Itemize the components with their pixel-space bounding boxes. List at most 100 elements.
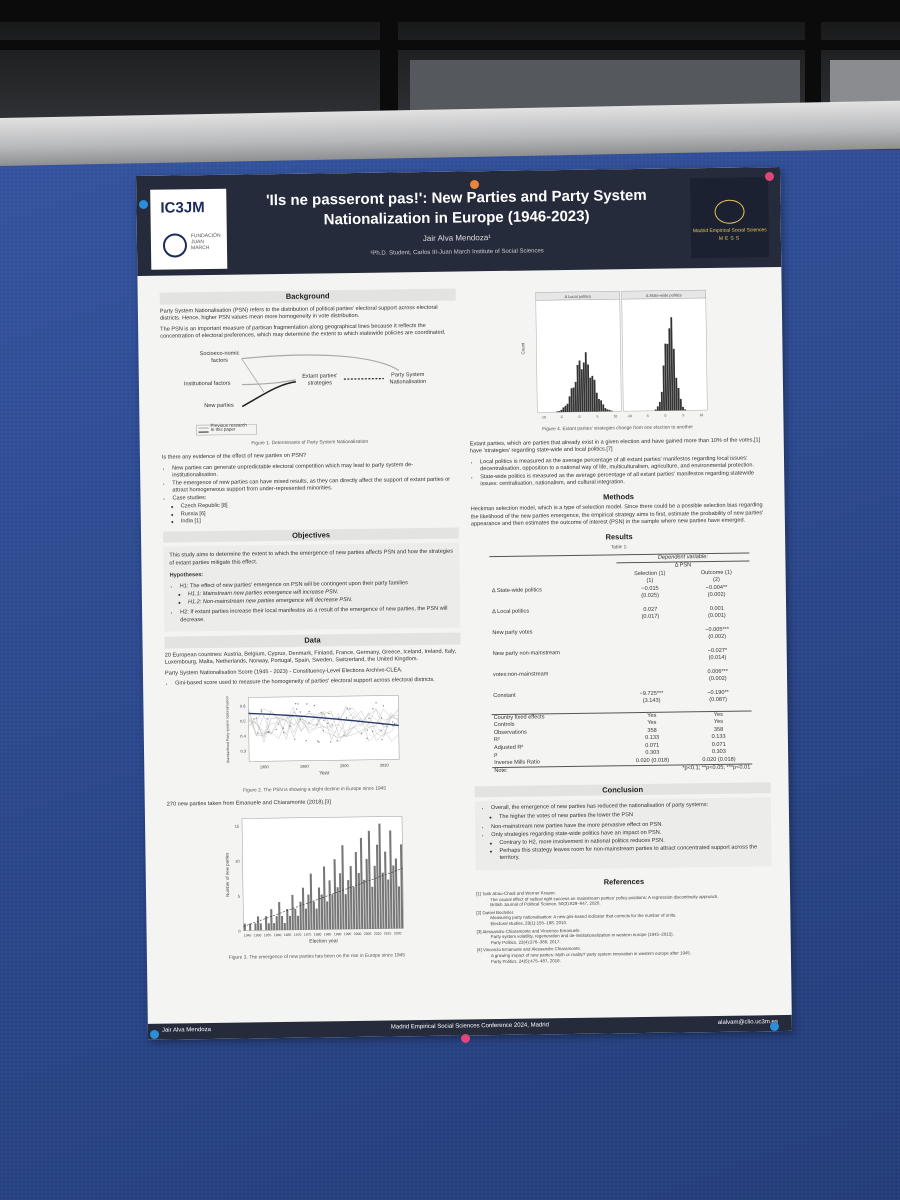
references-list: [1] Tarik Abou-Chadi and Werner Krause. … xyxy=(476,887,773,964)
y-tick-label: 0.3 xyxy=(240,748,246,753)
plot-area xyxy=(241,815,404,931)
data-point xyxy=(382,704,385,706)
histogram-bar xyxy=(668,328,672,411)
logo-text: IC3JM xyxy=(160,199,205,217)
bar xyxy=(273,922,276,930)
x-tick-label: 1945 xyxy=(244,933,252,937)
case-studies-label: Case studies: xyxy=(172,494,207,502)
y-tick-label: 15 xyxy=(235,823,240,828)
diagram-socioeconomic: Socioeco-nomic factors xyxy=(199,350,240,364)
x-tick-label: 1970 xyxy=(294,932,302,936)
data-point xyxy=(380,729,382,731)
x-tick-label: 2000 xyxy=(340,763,350,768)
data-point xyxy=(380,717,383,719)
bar xyxy=(299,901,302,930)
bar xyxy=(349,865,353,929)
data-point xyxy=(295,707,298,710)
conclusion-1-sub: The higher the votes of new parties the … xyxy=(491,810,765,821)
h1-sublist: H1.1: Mainstream new parties emergence w… xyxy=(180,588,454,607)
histogram-bar xyxy=(558,411,561,413)
data-point xyxy=(267,730,270,732)
country-line xyxy=(248,707,399,738)
outcome-se: (0.002) xyxy=(707,591,726,599)
bar xyxy=(312,901,316,930)
mess-emblem-icon xyxy=(714,199,745,224)
figure-4-caption: Figure 4. Extant parties' strategies cha… xyxy=(542,425,693,433)
x-tick-label: 2020 xyxy=(394,931,402,935)
bar xyxy=(375,844,380,929)
bar xyxy=(347,879,350,929)
bar xyxy=(254,922,257,930)
bar xyxy=(341,844,345,929)
data-point xyxy=(260,708,262,711)
data-point xyxy=(360,732,363,734)
pushpin-pink-icon xyxy=(765,172,774,181)
objectives-box: This study aims to determine the extent … xyxy=(163,542,461,632)
data-point xyxy=(327,722,329,724)
histogram-bar xyxy=(595,392,598,412)
note-label: Note: xyxy=(492,765,620,776)
bar xyxy=(339,872,342,929)
histogram-bar xyxy=(610,410,613,412)
ic3jm-logo: IC3JM FUNDACIÓN JUAN MARCH xyxy=(150,188,228,270)
bar xyxy=(371,886,374,929)
selection-se: (3.143) xyxy=(642,697,661,704)
methods-text: Heckman selection model, which is a type… xyxy=(470,502,764,528)
histogram-bar xyxy=(662,365,666,411)
data-point xyxy=(275,728,278,730)
x-tick-label: 1960 xyxy=(260,764,270,769)
bar xyxy=(331,893,334,929)
histogram-bar xyxy=(608,409,611,412)
country-line xyxy=(248,715,399,743)
mess-logo: Madrid Empirical Social Sciences MESS xyxy=(690,177,770,259)
histogram-bar xyxy=(602,404,605,412)
data-point xyxy=(328,712,330,714)
data-heading: Data xyxy=(164,632,461,649)
bar xyxy=(296,915,300,930)
author: Jair Alva Mendoza¹ xyxy=(422,233,491,244)
objectives-heading: Objectives xyxy=(162,527,460,543)
histogram-bar xyxy=(598,398,601,412)
diagram-strategies: Extant parties' strategies xyxy=(302,372,338,387)
background-p1: Party System Nationalisation (PSN) refer… xyxy=(159,304,438,322)
strategy-bullets: Local politics is measured as the averag… xyxy=(470,455,766,489)
x-tick-label: 2020 xyxy=(380,762,390,767)
bar xyxy=(270,908,273,930)
extant-parties-text: Extant parties, which are parties that a… xyxy=(469,436,761,455)
histogram-bar xyxy=(570,388,573,412)
histogram-bar xyxy=(660,391,663,411)
outcome-se: (0.002) xyxy=(708,633,727,641)
results-heading: Results xyxy=(605,531,633,541)
x-tick-label: 0 xyxy=(664,414,666,418)
figure-3-chart: 0 5 10 15 1945 1950 1955 1960 1965 1970 1975 1980 19… xyxy=(220,810,412,951)
data-point xyxy=(346,707,348,709)
pushpin-blue-icon xyxy=(139,200,148,209)
bar xyxy=(304,908,308,930)
figure-4-chart: Δ Local politics -10 -5 0 5 10 Δ State-wide po… xyxy=(516,280,718,423)
x-tick-label: 1980 xyxy=(314,932,322,936)
bar xyxy=(394,857,398,928)
x-tick-label: 1980 xyxy=(300,763,310,768)
selection-se xyxy=(618,676,685,684)
figure-1-diagram: Socioeco-nomic factors Institutional fac… xyxy=(183,341,434,436)
data-point xyxy=(297,702,299,705)
bar xyxy=(320,893,324,929)
histogram-bar xyxy=(584,352,588,412)
data-point xyxy=(293,737,296,740)
data-point xyxy=(299,718,301,720)
histogram-bar xyxy=(560,409,563,413)
data-point xyxy=(289,715,291,718)
bar xyxy=(381,872,385,929)
data-point xyxy=(368,717,370,719)
bar xyxy=(354,851,358,929)
x-tick-label: 2000 xyxy=(354,931,362,935)
histogram-bar xyxy=(664,343,668,411)
conclusion-box: Overall, the emergence of new parties ha… xyxy=(474,797,772,870)
hypotheses-heading: Hypotheses: xyxy=(169,572,204,579)
bar xyxy=(328,879,332,929)
selection-se: (0.017) xyxy=(641,613,660,620)
panel-label: Δ State-wide politics xyxy=(646,292,682,297)
case-list: Czech Republic [8] Russia [6] India [1] xyxy=(173,500,459,526)
bar xyxy=(359,837,364,929)
